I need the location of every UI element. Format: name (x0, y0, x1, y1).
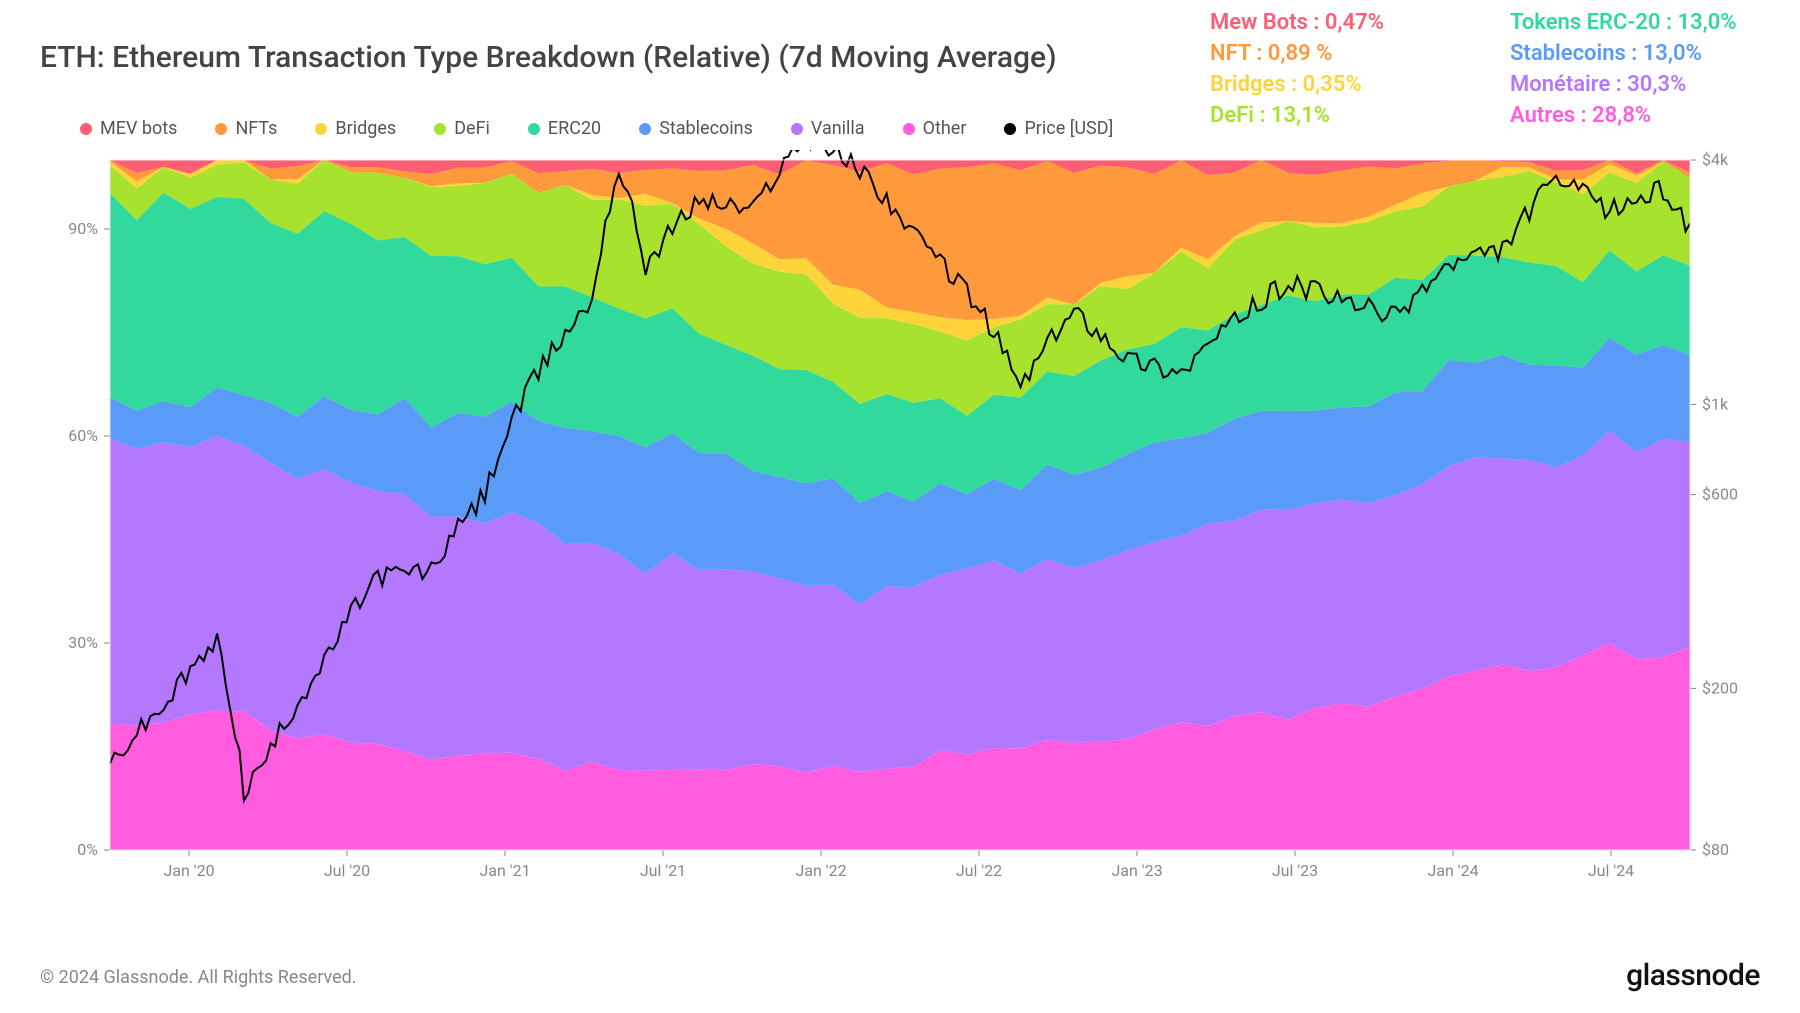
legend-item: MEV bots (80, 118, 177, 139)
legend-item: Price [USD] (1004, 118, 1113, 139)
y-right-label: $600 (1702, 485, 1738, 504)
legend-label: Price [USD] (1024, 118, 1113, 139)
legend-dot-icon (215, 123, 227, 135)
legend-dot-icon (315, 123, 327, 135)
legend-label: MEV bots (100, 118, 177, 139)
y-left-label: 90% (68, 219, 98, 238)
legend-item: DeFi (434, 118, 490, 139)
legend-label: Other (923, 118, 967, 139)
stat-item: Autres : 28,8% (1510, 103, 1760, 128)
y-left-label: 30% (68, 633, 98, 652)
legend-dot-icon (528, 123, 540, 135)
stat-item: Mew Bots : 0,47% (1210, 10, 1460, 35)
stat-item: NFT : 0,89 % (1210, 41, 1460, 66)
x-label: Jul '20 (324, 861, 370, 880)
brand-logo: glassnode (1626, 958, 1760, 993)
y-left-label: 0% (77, 840, 98, 859)
y-left-label: 60% (68, 426, 98, 445)
legend-item: Stablecoins (639, 118, 753, 139)
legend-item: ERC20 (528, 118, 601, 139)
legend-item: Vanilla (791, 118, 865, 139)
legend-dot-icon (434, 123, 446, 135)
x-label: Jan '24 (1427, 861, 1478, 880)
x-label: Jan '23 (1111, 861, 1162, 880)
legend-dot-icon (1004, 123, 1016, 135)
legend-item: Other (903, 118, 967, 139)
stat-item: Bridges : 0,35% (1210, 72, 1460, 97)
legend-item: NFTs (215, 118, 277, 139)
x-label: Jul '23 (1272, 861, 1318, 880)
legend-label: Stablecoins (659, 118, 753, 139)
x-label: Jul '24 (1588, 861, 1634, 880)
x-label: Jan '22 (795, 861, 846, 880)
chart-area: 0% 30% 60% 90% $80 $200 $600 $1k $4k Jan '20 Jul '… (40, 150, 1760, 910)
y-right-label: $200 (1702, 678, 1738, 697)
x-label: Jan '20 (163, 861, 214, 880)
stat-item: DeFi : 13,1% (1210, 103, 1460, 128)
y-right-label: $1k (1702, 395, 1729, 414)
chart-title: ETH: Ethereum Transaction Type Breakdown… (40, 40, 1057, 75)
legend-dot-icon (639, 123, 651, 135)
x-label: Jul '21 (640, 861, 686, 880)
x-label: Jul '22 (956, 861, 1002, 880)
legend-dot-icon (903, 123, 915, 135)
y-right-label: $80 (1702, 840, 1729, 859)
legend-label: Vanilla (811, 118, 865, 139)
stat-item: Tokens ERC-20 : 13,0% (1510, 10, 1760, 35)
legend-dot-icon (80, 123, 92, 135)
legend-label: DeFi (454, 118, 490, 139)
x-label: Jan '21 (479, 861, 530, 880)
legend-dot-icon (791, 123, 803, 135)
legend: MEV bots NFTs Bridges DeFi ERC20 Stablecoins V… (80, 118, 1113, 139)
legend-item: Bridges (315, 118, 396, 139)
top-stats: Mew Bots : 0,47% NFT : 0,89 % Bridges : 0,… (1210, 10, 1760, 128)
copyright: © 2024 Glassnode. All Rights Reserved. (40, 967, 357, 988)
legend-label: ERC20 (548, 118, 601, 139)
legend-label: Bridges (335, 118, 396, 139)
legend-label: NFTs (235, 118, 277, 139)
y-right-label: $4k (1702, 150, 1729, 169)
stat-item: Monétaire : 30,3% (1510, 72, 1760, 97)
stat-item: Stablecoins : 13,0% (1510, 41, 1760, 66)
